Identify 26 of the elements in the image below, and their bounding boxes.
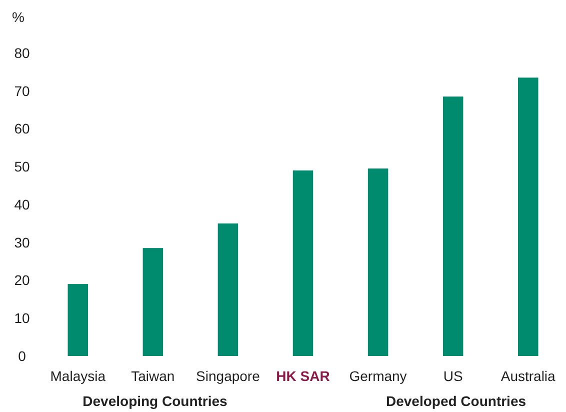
x-tick-label: Australia	[500, 368, 556, 384]
x-tick-label: Germany	[349, 368, 407, 384]
bar	[518, 78, 538, 356]
x-tick-label: Taiwan	[131, 368, 175, 384]
bar	[292, 170, 314, 356]
x-tick-label: HK SAR	[276, 368, 330, 384]
y-tick-label: 80	[14, 44, 30, 61]
y-tick-label: 70	[14, 82, 30, 99]
x-tick-label: US	[443, 368, 463, 384]
y-tick-label: 20	[14, 272, 30, 288]
bar	[68, 284, 88, 356]
bar	[142, 248, 164, 356]
y-tick-label: 40	[14, 196, 30, 212]
text: Developed Countries	[386, 393, 526, 409]
y-axis-title: %	[12, 9, 24, 25]
y-tick-label: 50	[14, 158, 30, 175]
bar	[368, 168, 388, 356]
y-tick-label: 10	[14, 310, 30, 326]
y-tick-label: 60	[14, 120, 30, 137]
bar	[442, 96, 464, 356]
bar	[218, 223, 238, 356]
x-tick-label: Malaysia	[50, 368, 106, 384]
y-tick-label: 30	[14, 234, 30, 250]
y-tick-label: 0	[18, 348, 26, 364]
text: Developing Countries	[82, 393, 228, 409]
x-tick-label: Singapore	[196, 368, 260, 384]
